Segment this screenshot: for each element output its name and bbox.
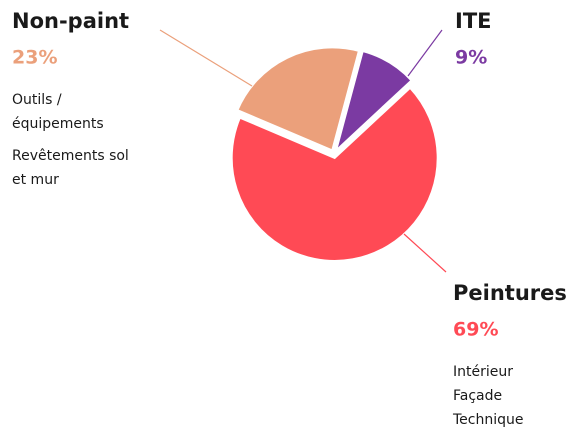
- leader-line: [407, 29, 443, 77]
- slice-detail: Intérieur: [453, 364, 513, 380]
- slice-name: Peintures: [453, 281, 567, 305]
- slice-percent: 23%: [12, 47, 57, 69]
- leader-line: [403, 233, 447, 273]
- leader-line: [159, 29, 253, 87]
- slice-name: ITE: [455, 9, 491, 33]
- slice-percent: 9%: [455, 47, 487, 69]
- slice-detail: Revêtements sol: [12, 148, 129, 164]
- slice-detail: et mur: [12, 172, 59, 188]
- pie-slice: [236, 46, 361, 152]
- slice-detail: Technique: [452, 412, 524, 427]
- slice-detail: Outils /: [12, 92, 62, 108]
- slice-percent: 69%: [453, 319, 498, 341]
- slice-detail: Façade: [453, 388, 502, 404]
- slice-detail: équipements: [12, 116, 104, 132]
- pie-slice: [230, 86, 439, 262]
- slice-name: Non-paint: [12, 9, 129, 33]
- pie-slice: [334, 49, 413, 154]
